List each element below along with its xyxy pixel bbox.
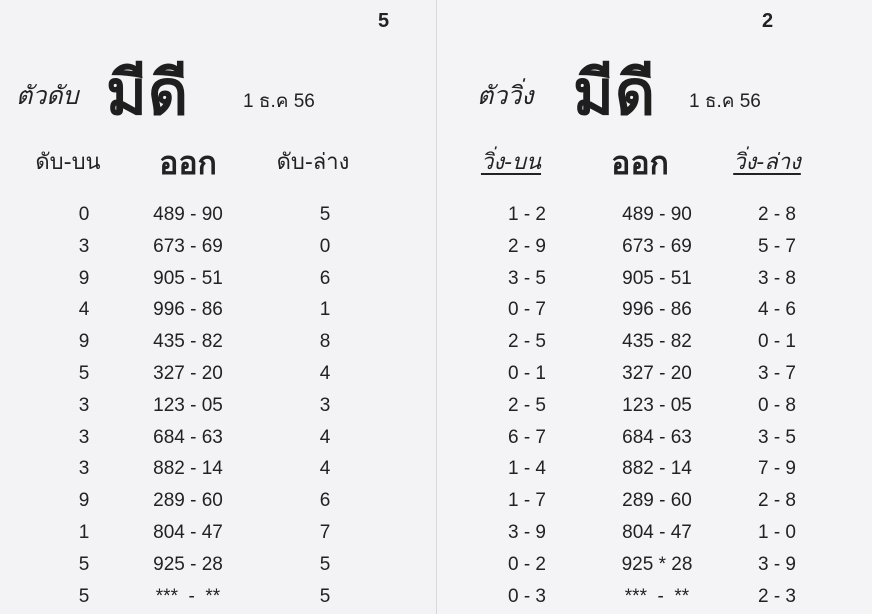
- table-cell-top-digit: 0 - 2: [507, 553, 547, 575]
- column-header-result: ออก: [159, 144, 217, 182]
- table-cell-top-digit: 5: [78, 363, 90, 384]
- table-cell-top-digit: 5: [78, 553, 90, 575]
- table-cell-result-number: 804 - 47: [153, 522, 223, 543]
- table-cell-result-number: 925 - 28: [153, 553, 223, 575]
- table-cell-bottom-digit: 7: [319, 522, 331, 543]
- table-cell-result-number: 673 - 69: [622, 235, 692, 257]
- table-cell-result-number: 996 - 86: [622, 299, 692, 321]
- table-cell-bottom-digit: 6: [319, 490, 331, 512]
- table-cell-bottom-digit: 5: [319, 585, 331, 607]
- table-cell-result-number: 882 - 14: [153, 458, 223, 480]
- column-header-result: ออก: [611, 144, 669, 182]
- table-cell-result-number: 905 - 51: [622, 267, 692, 289]
- table-cell-top-digit: 9: [78, 490, 90, 512]
- table-cell-result-number: 327 - 20: [622, 363, 692, 384]
- table-cell-bottom-digit: 2 - 8: [757, 490, 797, 512]
- table-cell-top-digit: 1 - 4: [507, 458, 547, 480]
- table-cell-bottom-digit: 3 - 7: [757, 363, 797, 384]
- column-header-bottom: วิ่ง-ล่าง: [733, 150, 801, 175]
- table-cell-bottom-digit: 7 - 9: [757, 458, 797, 480]
- table-cell-result-number: 684 - 63: [153, 426, 223, 448]
- right-page: 2 ตัววิ่ง มีดี 1 ธ.ค 56 วิ่ง-บน ออก วิ่ง…: [437, 0, 872, 614]
- table-cell-bottom-digit: 1: [319, 299, 331, 321]
- page-title: มีดี: [573, 56, 657, 129]
- table-cell-top-digit: 5: [78, 585, 90, 607]
- table-cell-result-number: 435 - 82: [153, 331, 223, 353]
- table-cell-top-digit: 3: [78, 394, 90, 416]
- table-cell-result-number: 289 - 60: [153, 490, 223, 512]
- table-cell-result-number: 435 - 82: [622, 331, 692, 353]
- table-cell-result-number: 804 - 47: [622, 522, 692, 543]
- table-cell-result-number: *** - **: [624, 585, 690, 607]
- table-cell-result-number: 905 - 51: [153, 267, 223, 289]
- table-cell-bottom-digit: 3 - 9: [757, 553, 797, 575]
- table-cell-result-number: 489 - 90: [622, 204, 692, 225]
- page-number: 2: [762, 10, 774, 32]
- table-cell-bottom-digit: 4: [319, 458, 331, 480]
- table-cell-bottom-digit: 5: [319, 204, 331, 225]
- table-cell-top-digit: 3: [78, 235, 90, 257]
- table-cell-top-digit: 3 - 5: [507, 267, 547, 289]
- table-cell-top-digit: 2 - 5: [507, 394, 547, 416]
- column-header-bottom: ดับ-ล่าง: [276, 150, 350, 175]
- table-cell-result-number: 925 * 28: [621, 553, 693, 575]
- table-cell-top-digit: 3: [78, 426, 90, 448]
- date: 1 ธ.ค 56: [689, 91, 761, 112]
- table-cell-top-digit: 4: [78, 299, 90, 321]
- table-cell-bottom-digit: 0: [319, 235, 331, 257]
- table-cell-bottom-digit: 6: [319, 267, 331, 289]
- table-cell-top-digit: 0 - 7: [507, 299, 547, 321]
- table-cell-top-digit: 9: [78, 331, 90, 353]
- table-cell-bottom-digit: 1 - 0: [757, 522, 797, 543]
- table-cell-bottom-digit: 4 - 6: [757, 299, 797, 321]
- table-cell-bottom-digit: 3 - 5: [757, 426, 797, 448]
- table-cell-top-digit: 1: [78, 522, 90, 543]
- table-cell-top-digit: 2 - 9: [507, 235, 547, 257]
- table-cell-result-number: 123 - 05: [622, 394, 692, 416]
- table-cell-result-number: 882 - 14: [622, 458, 692, 480]
- table-cell-bottom-digit: 3 - 8: [757, 267, 797, 289]
- table-cell-top-digit: 6 - 7: [507, 426, 547, 448]
- table-cell-bottom-digit: 8: [319, 331, 331, 353]
- table-cell-result-number: 289 - 60: [622, 490, 692, 512]
- column-header-top: วิ่ง-บน: [480, 150, 542, 175]
- table-cell-top-digit: 1 - 7: [507, 490, 547, 512]
- table-cell-bottom-digit: 5 - 7: [757, 235, 797, 257]
- table-cell-result-number: 684 - 63: [622, 426, 692, 448]
- left-page: 5 ตัวดับ มีดี 1 ธ.ค 56 ดับ-บน ออก ดับ-ล่…: [16, 0, 437, 614]
- date: 1 ธ.ค 56: [243, 91, 315, 112]
- table-cell-top-digit: 0 - 1: [507, 363, 547, 384]
- table-cell-bottom-digit: 0 - 1: [757, 331, 797, 353]
- table-cell-top-digit: 0: [78, 204, 90, 225]
- page-number: 5: [378, 10, 390, 32]
- table-cell-top-digit: 3: [78, 458, 90, 480]
- table-cell-top-digit: 3 - 9: [507, 522, 547, 543]
- table-cell-result-number: *** - **: [155, 585, 221, 607]
- table-cell-top-digit: 1 - 2: [507, 204, 547, 225]
- table-cell-result-number: 673 - 69: [153, 235, 223, 257]
- table-cell-bottom-digit: 3: [319, 394, 331, 416]
- table-cell-bottom-digit: 4: [319, 363, 331, 384]
- table-cell-result-number: 327 - 20: [153, 363, 223, 384]
- table-cell-bottom-digit: 2 - 8: [757, 204, 797, 225]
- column-header-top: ดับ-บน: [35, 150, 101, 175]
- section-label: ตัววิ่ง: [477, 81, 534, 110]
- table-cell-bottom-digit: 0 - 8: [757, 394, 797, 416]
- table-cell-result-number: 123 - 05: [153, 394, 223, 416]
- section-label: ตัวดับ: [16, 81, 79, 110]
- table-cell-result-number: 489 - 90: [153, 204, 223, 225]
- page-title: มีดี: [106, 56, 190, 129]
- table-cell-bottom-digit: 5: [319, 553, 331, 575]
- table-cell-top-digit: 2 - 5: [507, 331, 547, 353]
- table-cell-bottom-digit: 4: [319, 426, 331, 448]
- table-cell-bottom-digit: 2 - 3: [757, 585, 797, 607]
- table-cell-top-digit: 0 - 3: [507, 585, 547, 607]
- table-cell-result-number: 996 - 86: [153, 299, 223, 321]
- table-cell-top-digit: 9: [78, 267, 90, 289]
